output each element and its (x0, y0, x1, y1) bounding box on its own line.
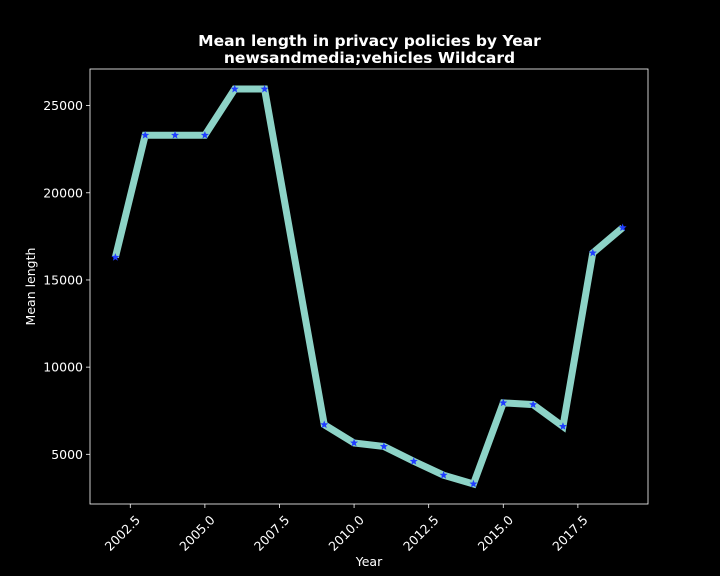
x-axis-ticks: 2002.5 2005.0 2007.5 2010.0 2012.5 2015.0 2017… (102, 504, 591, 554)
data-point-marker (618, 223, 627, 232)
data-point-marker (350, 438, 359, 447)
x-tick-label: 2005.0 (176, 512, 218, 554)
x-tick-label: 2017.5 (549, 512, 591, 554)
y-tick-label: 20000 (43, 185, 83, 200)
data-point-marker (171, 131, 180, 139)
y-tick-label: 10000 (43, 360, 83, 375)
data-point-marker (439, 471, 448, 479)
data-point-marker (200, 131, 209, 139)
data-point-marker (111, 253, 120, 261)
data-point-marker (588, 248, 597, 257)
data-point-marker (141, 131, 150, 139)
y-tick-label: 25000 (43, 98, 83, 113)
data-point-marker (260, 84, 269, 93)
x-tick-label: 2007.5 (251, 512, 293, 554)
data-point-marker (320, 420, 329, 429)
plot-area (89, 68, 649, 505)
data-point-marker (230, 84, 239, 93)
data-point-marker (499, 398, 508, 407)
series-layer (111, 84, 627, 489)
data-point-marker (529, 400, 538, 409)
y-axis-ticks: 5000 10000 15000 20000 25000 (43, 98, 90, 462)
chart-title-line-2: newsandmedia;vehicles Wildcard (224, 49, 515, 67)
chart-title-line-1: Mean length in privacy policies by Year (198, 32, 541, 50)
y-tick-label: 15000 (43, 272, 83, 287)
data-point-marker (379, 442, 388, 450)
x-tick-label: 2012.5 (400, 512, 442, 554)
y-axis-label: Mean length (23, 248, 38, 326)
x-tick-label: 2015.0 (475, 512, 517, 554)
data-point-marker (469, 479, 478, 488)
x-tick-label: 2010.0 (325, 512, 367, 554)
data-point-marker (409, 457, 418, 465)
data-point-marker (558, 422, 567, 430)
x-axis-label: Year (355, 554, 383, 569)
x-tick-label: 2002.5 (102, 512, 144, 554)
y-tick-label: 5000 (51, 447, 83, 462)
